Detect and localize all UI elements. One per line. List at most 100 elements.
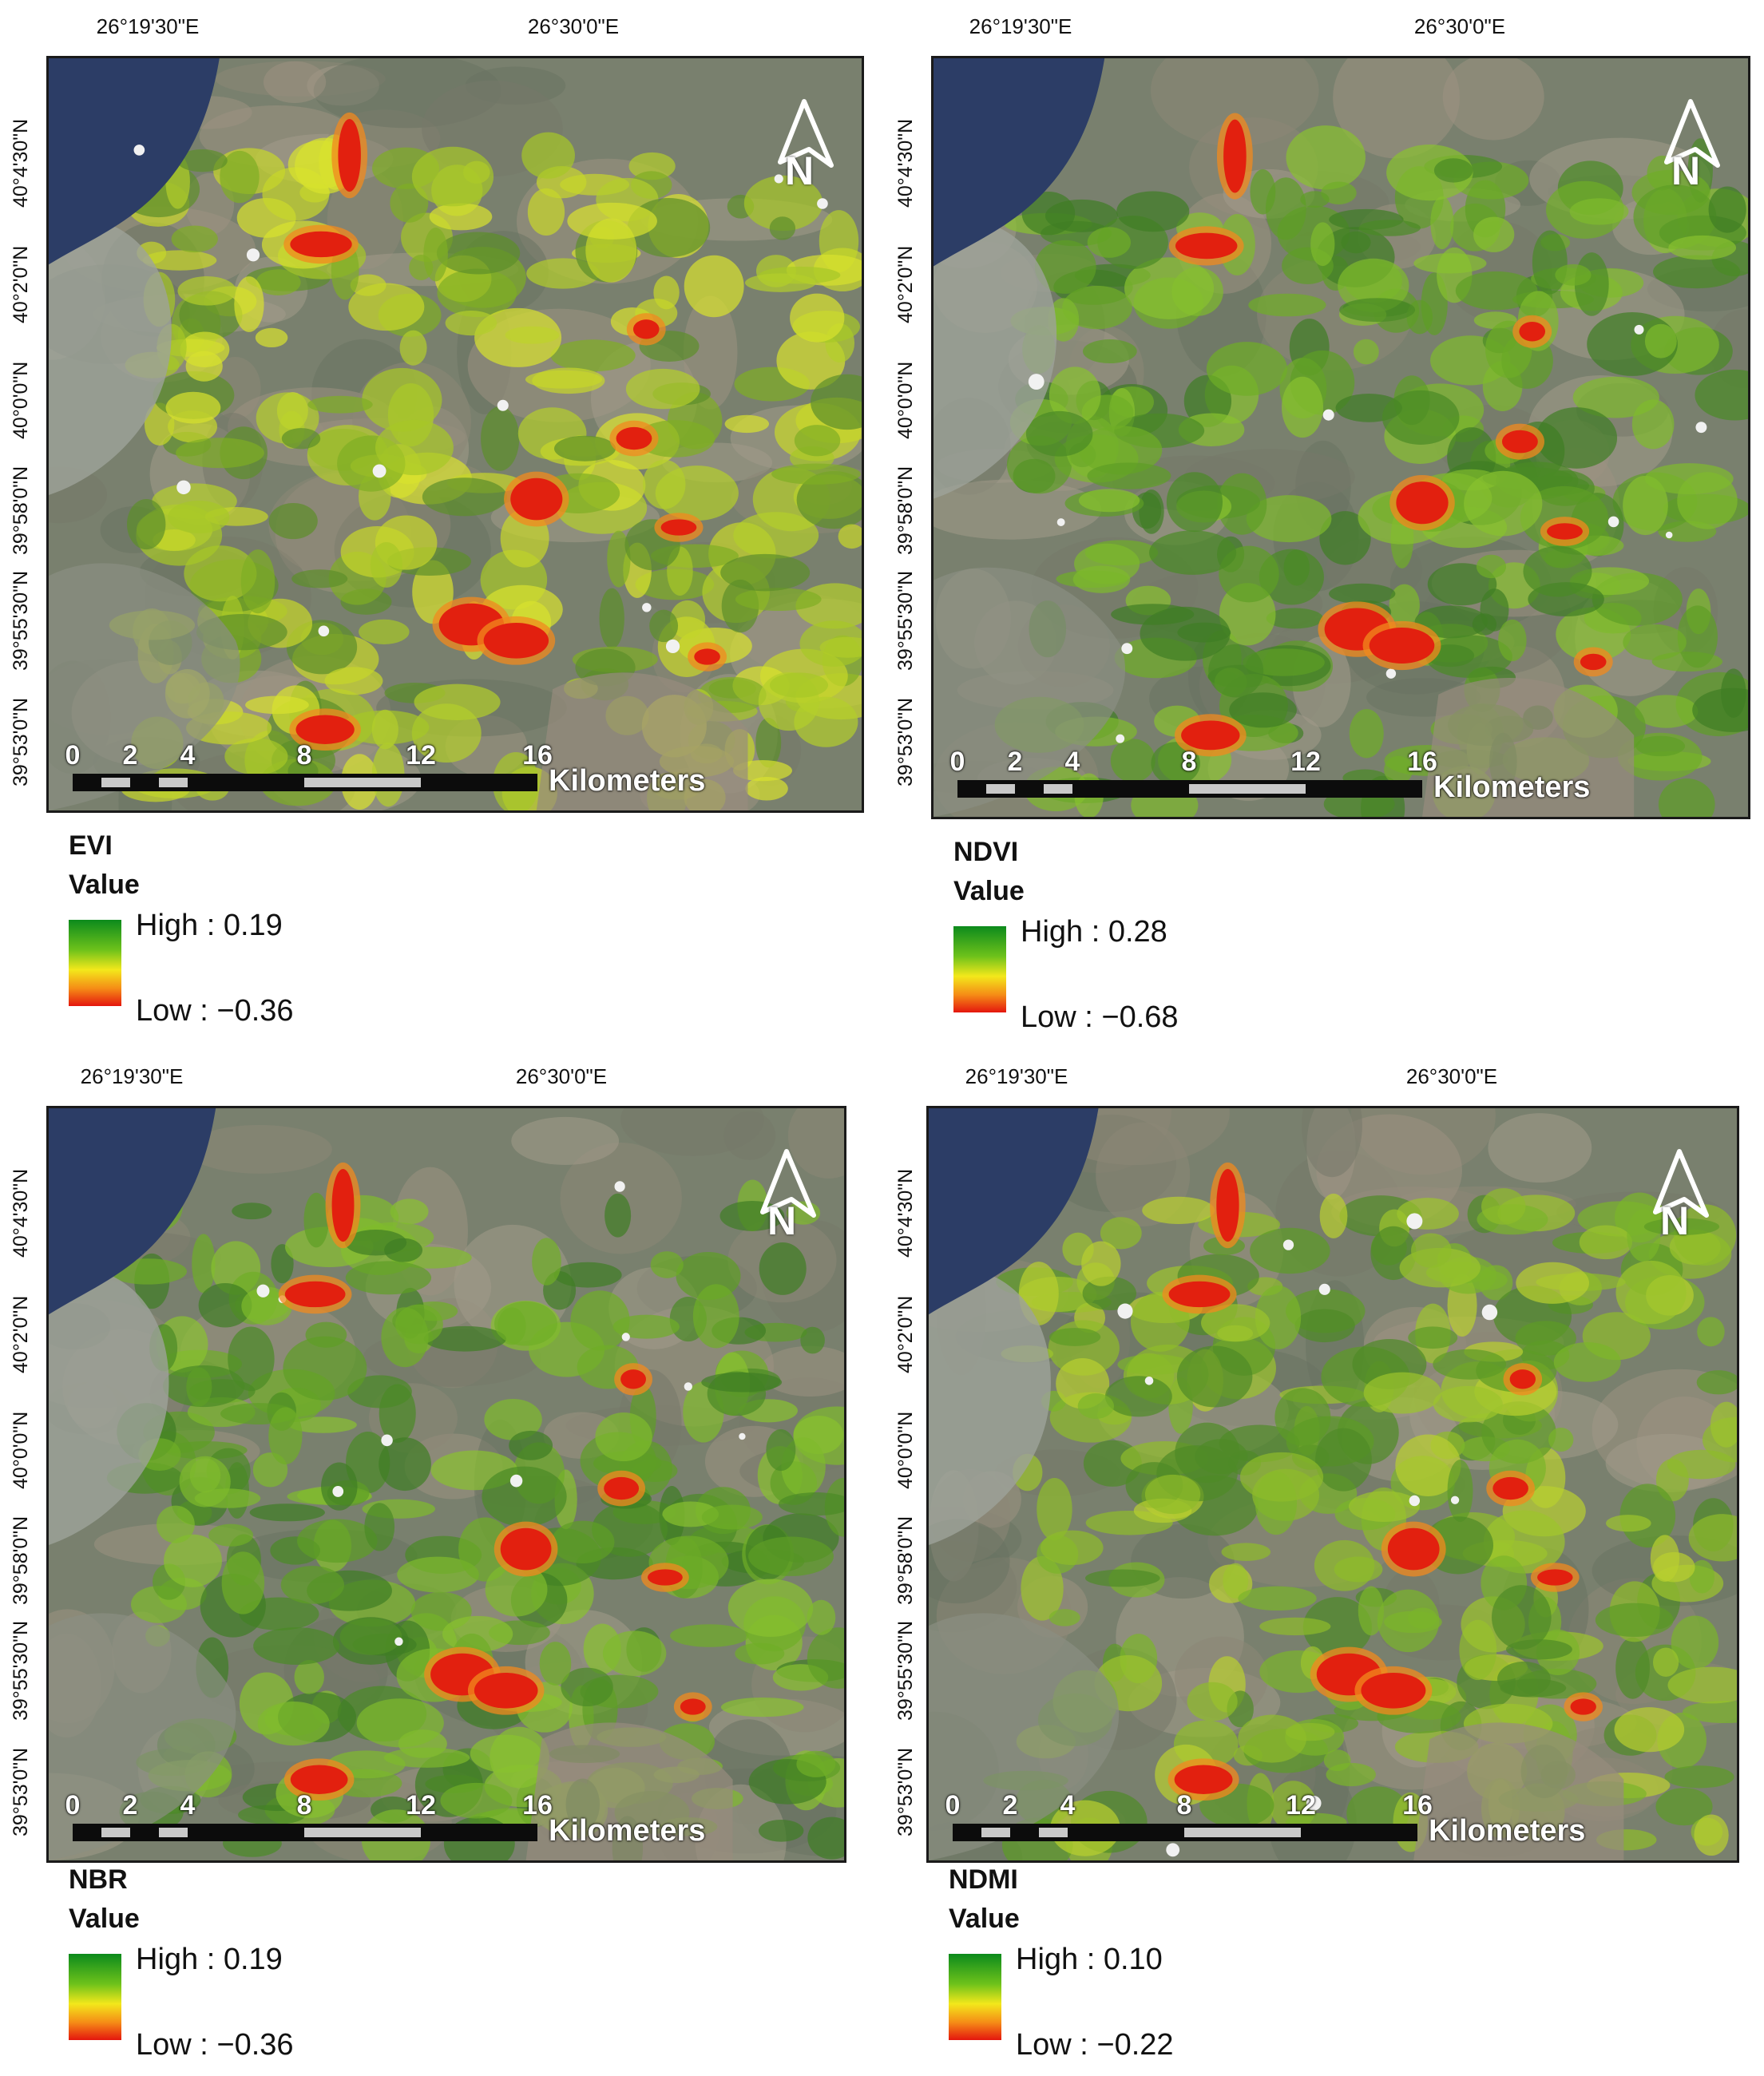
scale-tick-label: 4 [180, 740, 196, 771]
legend: NDVI Value High : 0.28 Low : −0.68 [953, 837, 1353, 1036]
north-label: N [767, 1198, 797, 1243]
index-raster [934, 58, 1748, 817]
scale-bar-track [957, 780, 1422, 798]
scale-tick-label: 8 [1181, 747, 1197, 777]
legend-high-label: High : 0.19 [136, 1943, 283, 1976]
longitude-label-west: 26°19'30"E [969, 14, 1072, 38]
latitude-label: 40°0'0"N [10, 361, 32, 439]
index-name: NDVI [953, 837, 1019, 867]
latitude-label: 39°53'0"N [894, 1747, 917, 1836]
legend-low-label: Low : −0.22 [1016, 2028, 1174, 2062]
latitude-label: 40°2'0"N [10, 1295, 32, 1373]
map-panel-evi: 26°19'30"E 26°30'0"E 40°4'30"N 40°2'0"N … [0, 0, 878, 1030]
legend-low-label: Low : −0.36 [136, 2028, 294, 2062]
color-ramp [69, 1954, 121, 2040]
scale-tick-label: 4 [180, 1790, 196, 1820]
index-raster [49, 58, 862, 810]
latitude-label: 40°2'0"N [894, 1295, 917, 1373]
north-label: N [1671, 149, 1701, 193]
scale-unit: Kilometers [549, 1814, 706, 1848]
scale-unit: Kilometers [1429, 1814, 1586, 1848]
color-ramp [949, 1954, 1001, 2040]
index-name: NBR [69, 1864, 128, 1895]
legend-low-label: Low : −0.68 [1021, 1000, 1179, 1034]
scale-bar: 0 2 4 8 12 16 Kilometers [948, 747, 1591, 804]
latitude-label: 40°0'0"N [894, 361, 917, 439]
scale-tick-label: 2 [1002, 1790, 1018, 1820]
scale-tick-label: 2 [1007, 747, 1023, 777]
scale-tick-label: 8 [1176, 1790, 1192, 1820]
legend-low-label: Low : −0.36 [136, 994, 294, 1028]
scale-tick-label: 16 [522, 1790, 553, 1820]
legend-value-title: Value [69, 1904, 140, 1934]
latitude-label: 40°2'0"N [10, 245, 32, 323]
color-ramp [953, 926, 1006, 1012]
legend-high-label: High : 0.10 [1016, 1943, 1163, 1976]
scale-tick-label: 12 [406, 740, 436, 771]
legend: NDMI Value High : 0.10 Low : −0.22 [949, 1864, 1348, 2064]
scale-bar-track [73, 1824, 537, 1841]
scale-tick-label: 0 [65, 740, 81, 771]
index-raster [929, 1108, 1737, 1860]
scale-tick-label: 2 [122, 740, 138, 771]
latitude-label: 39°58'0"N [10, 466, 32, 555]
latitude-label: 40°4'30"N [894, 1168, 917, 1258]
north-arrow-icon [760, 1149, 816, 1218]
legend-value-title: Value [949, 1904, 1020, 1934]
color-ramp [69, 920, 121, 1006]
latitude-label: 39°55'30"N [10, 570, 32, 671]
index-name: EVI [69, 830, 113, 861]
latitude-label: 39°53'0"N [10, 1747, 32, 1836]
north-arrow-icon [778, 99, 834, 168]
north-arrow: N [1660, 98, 1724, 194]
latitude-label: 40°0'0"N [10, 1411, 32, 1489]
latitude-label: 39°55'30"N [894, 570, 917, 671]
satellite-map: N 0 2 4 8 12 16 Kilometers [926, 1106, 1739, 1863]
map-panel-ndmi: 26°19'30"E 26°30'0"E 40°4'30"N 40°2'0"N … [885, 1046, 1763, 2076]
satellite-map: N 0 2 4 8 12 16 Kilometers [46, 1106, 846, 1863]
north-label: N [785, 149, 815, 193]
satellite-map: N 0 2 4 8 12 16 Kilometers [46, 56, 864, 813]
longitude-label-east: 26°30'0"E [1405, 1064, 1498, 1088]
scale-bar: 0 2 4 8 12 16 Kilometers [63, 740, 706, 798]
latitude-label: 40°4'30"N [10, 118, 32, 208]
north-arrow: N [1649, 1148, 1713, 1244]
latitude-label: 40°2'0"N [894, 245, 917, 323]
index-raster [49, 1108, 844, 1860]
latitude-label: 40°4'30"N [10, 1168, 32, 1258]
scale-tick-label: 16 [522, 740, 553, 771]
north-label: N [1660, 1198, 1690, 1243]
scale-tick-label: 8 [296, 1790, 312, 1820]
scale-bar-track [73, 774, 537, 791]
legend: EVI Value High : 0.19 Low : −0.36 [69, 830, 468, 1030]
scale-tick-label: 8 [296, 740, 312, 771]
longitude-label-east: 26°30'0"E [1413, 14, 1506, 38]
scale-tick-label: 4 [1064, 747, 1080, 777]
longitude-label-west: 26°19'30"E [96, 14, 200, 38]
latitude-label: 39°53'0"N [894, 697, 917, 786]
scale-tick-label: 16 [1407, 747, 1437, 777]
north-arrow-icon [1664, 99, 1720, 168]
legend-value-title: Value [69, 870, 140, 900]
scale-tick-label: 0 [945, 1790, 961, 1820]
longitude-label-west: 26°19'30"E [965, 1064, 1068, 1088]
north-arrow-icon [1653, 1149, 1709, 1218]
latitude-label: 39°58'0"N [10, 1515, 32, 1605]
legend-high-label: High : 0.19 [136, 909, 283, 942]
satellite-map: N 0 2 4 8 12 16 Kilometers [931, 56, 1750, 819]
latitude-label: 40°4'30"N [894, 118, 917, 208]
scale-tick-label: 0 [65, 1790, 81, 1820]
latitude-label: 39°58'0"N [894, 466, 917, 555]
scale-bar: 0 2 4 8 12 16 Kilometers [63, 1790, 706, 1848]
scale-tick-label: 0 [949, 747, 965, 777]
latitude-label: 39°55'30"N [10, 1620, 32, 1721]
latitude-label: 40°0'0"N [894, 1411, 917, 1489]
legend: NBR Value High : 0.19 Low : −0.36 [69, 1864, 468, 2064]
legend-high-label: High : 0.28 [1021, 915, 1167, 949]
north-arrow: N [756, 1148, 820, 1244]
scale-tick-label: 4 [1060, 1790, 1076, 1820]
scale-tick-label: 2 [122, 1790, 138, 1820]
scale-bar: 0 2 4 8 12 16 Kilometers [943, 1790, 1586, 1848]
scale-bar-track [953, 1824, 1417, 1841]
legend-value-title: Value [953, 876, 1025, 906]
